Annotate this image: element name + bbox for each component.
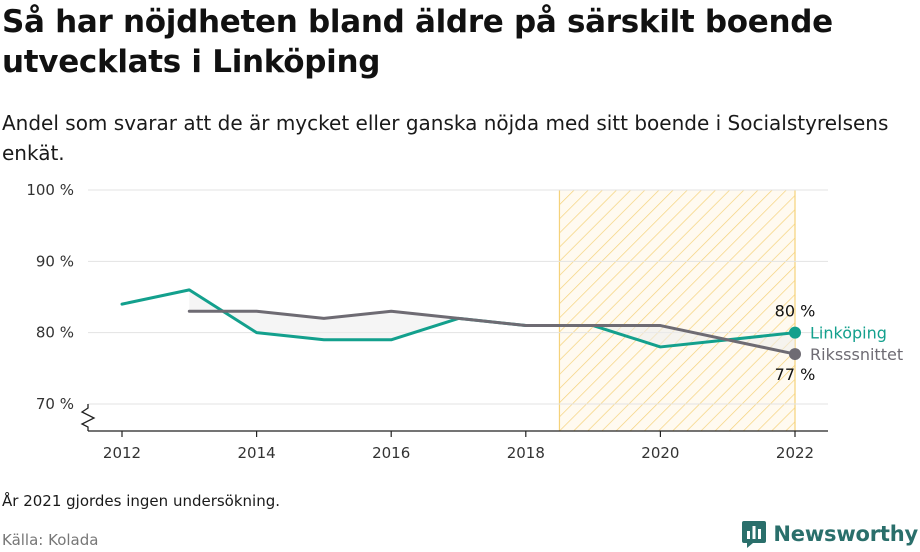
- series-name-label: Riksssnittet: [810, 345, 903, 364]
- series-line-2: [187, 309, 797, 356]
- y-tick-label: 80 %: [36, 324, 74, 342]
- series-end-point-1: [789, 326, 801, 339]
- source-label: Källa: Kolada: [2, 531, 99, 549]
- brand-name: Newsworthy: [773, 522, 918, 546]
- gap-band: [189, 289, 796, 355]
- y-tick-label: 100 %: [26, 181, 74, 199]
- series-value-label: 77 %: [775, 365, 816, 384]
- series-end-point-2: [789, 348, 801, 361]
- x-tick-label: 2022: [776, 444, 814, 462]
- chart-title: Så har nöjdheten bland äldre på särskilt…: [2, 4, 833, 80]
- footnote: År 2021 gjordes ingen undersökning.: [2, 492, 281, 510]
- y-tick-label: 90 %: [36, 252, 74, 270]
- chart-subtitle: Andel som svarar att de är mycket eller …: [2, 111, 889, 165]
- y-tick-label: 70 %: [36, 395, 74, 413]
- line-chart: 70 % 80 % 90 % 100 % 2012 2014 2016 2018 2020 202…: [26, 181, 903, 462]
- x-tick-label: 2012: [103, 444, 141, 462]
- y-axis-break-icon: [80, 404, 96, 431]
- brand-logo: Newsworthy: [741, 519, 918, 549]
- highlight-area: [559, 190, 795, 431]
- series-name-label: Linköping: [810, 324, 887, 343]
- newsworthy-logo-icon: [742, 521, 767, 548]
- x-tick-label: 2020: [641, 444, 679, 462]
- x-tick-label: 2016: [372, 444, 410, 462]
- x-tick-label: 2014: [238, 444, 276, 462]
- series-value-label: 80 %: [775, 302, 816, 321]
- x-tick-label: 2018: [507, 444, 545, 462]
